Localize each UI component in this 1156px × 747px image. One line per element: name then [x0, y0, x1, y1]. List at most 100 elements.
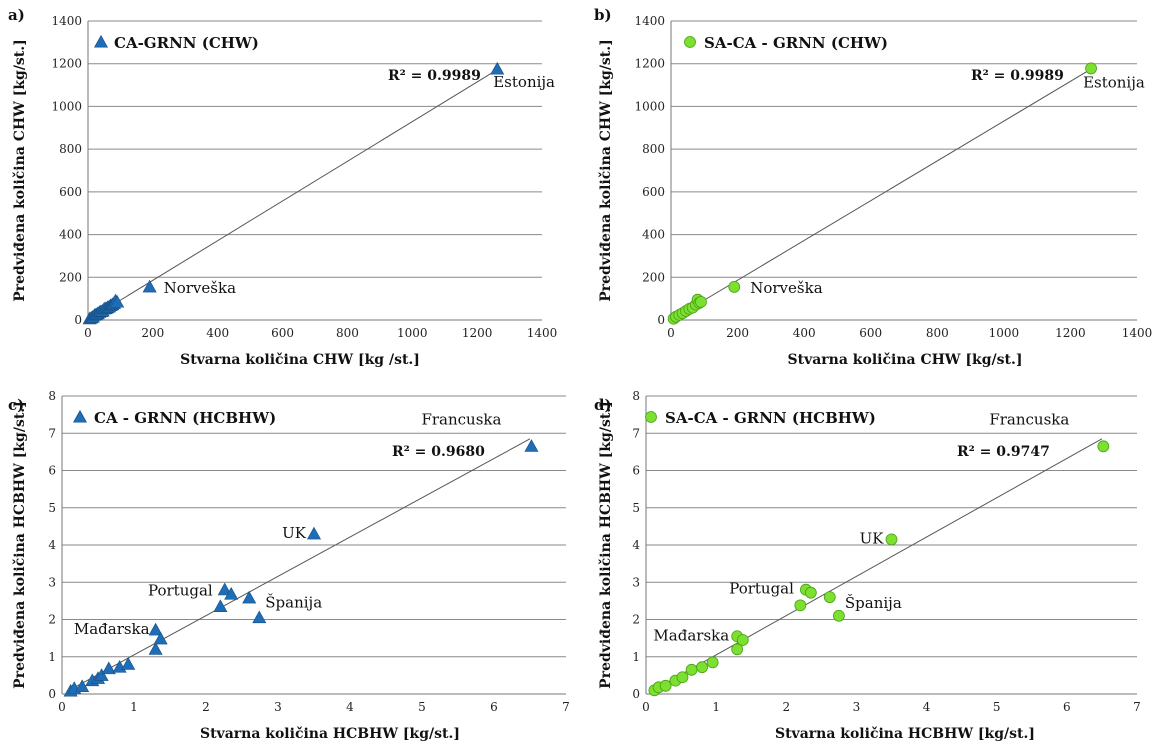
y-tick-label: 1 — [48, 650, 56, 664]
point-annotation: Mađarska — [653, 626, 729, 644]
trendline — [670, 67, 1093, 321]
legend-marker — [645, 411, 657, 423]
y-tick-label: 1200 — [634, 57, 665, 71]
y-tick-label: 600 — [642, 185, 665, 199]
legend-label: SA-CA - GRNN (HCBHW) — [665, 409, 876, 427]
panel-c: 0 1 2 3 4 5 6 7 0 1 2 3 4 5 6 7 8 Stvarna količina HCBHW … — [8, 389, 570, 742]
data-point — [153, 631, 168, 645]
x-tick-label: 7 — [1133, 700, 1141, 714]
data-point — [1097, 440, 1110, 453]
legend-label: CA - GRNN (HCBHW) — [94, 409, 276, 427]
x-tick-label: 400 — [206, 326, 229, 340]
y-tick-label: 2 — [48, 613, 56, 627]
data-point — [1085, 62, 1097, 75]
y-tick-label: 1400 — [51, 14, 82, 28]
data-point — [804, 586, 817, 599]
x-tick-label: 600 — [271, 326, 294, 340]
data-point — [148, 622, 163, 636]
x-axis-title: Stvarna količina CHW [kg/st.] — [788, 352, 1023, 368]
y-tick-label: 600 — [59, 185, 82, 199]
x-tick-label: 1000 — [397, 326, 428, 340]
x-tick-label: 2 — [202, 700, 210, 714]
data-point — [728, 280, 741, 293]
data-point — [148, 642, 163, 655]
point-annotation: UK — [860, 529, 885, 547]
data-point — [695, 295, 707, 308]
x-tick-label: 0 — [58, 700, 66, 714]
x-tick-label: 1000 — [989, 326, 1020, 340]
x-axis-title: Stvarna količina CHW [kg /st.] — [180, 352, 420, 368]
data-point — [676, 671, 689, 684]
x-tick-label: 600 — [859, 326, 882, 340]
data-point — [524, 439, 539, 452]
y-tick-label: 200 — [59, 270, 82, 284]
data-point — [823, 591, 836, 604]
legend-marker — [72, 409, 88, 423]
x-tick-label: 6 — [490, 700, 498, 714]
x-tick-label: 7 — [562, 700, 570, 714]
data-point — [306, 526, 322, 540]
legend-label: SA-CA - GRNN (CHW) — [704, 34, 888, 52]
x-tick-label: 800 — [926, 326, 949, 340]
r-squared-label: R² = 0.9989 — [388, 68, 481, 84]
point-annotation: UK — [282, 524, 307, 542]
data-point — [121, 657, 136, 670]
trendline — [652, 438, 1103, 691]
panel-a: 0 200 400 600 800 1000 1200 1400 0 200 400 600 800 10… — [8, 6, 557, 368]
point-annotation: Francuska — [989, 410, 1069, 428]
legend-marker — [684, 36, 696, 48]
data-point — [217, 582, 232, 596]
y-tick-label: 6 — [632, 464, 640, 478]
x-tick-label: 4 — [346, 700, 354, 714]
x-tick-label: 1 — [712, 700, 720, 714]
y-tick-label: 1400 — [634, 14, 665, 28]
y-tick-label: 8 — [632, 389, 640, 403]
data-point — [142, 279, 157, 293]
y-axis-title: Predviđena količina HCBHW [kg/st.] — [598, 401, 614, 689]
y-tick-label: 7 — [48, 426, 56, 440]
y-tick-label: 1000 — [51, 99, 82, 113]
panel-label: a) — [8, 6, 25, 24]
data-point — [885, 533, 898, 546]
data-point — [252, 610, 267, 624]
legend-marker — [93, 34, 109, 48]
y-tick-label: 800 — [642, 142, 665, 156]
panel-label: d) — [594, 396, 612, 414]
point-annotation: Španija — [845, 594, 902, 612]
y-tick-label: 8 — [48, 389, 56, 403]
x-tick-label: 0 — [84, 326, 92, 340]
data-point — [794, 599, 807, 612]
trendline — [68, 438, 531, 691]
point-annotation: Španija — [265, 594, 322, 612]
x-tick-label: 5 — [993, 700, 1001, 714]
y-tick-label: 1200 — [51, 57, 82, 71]
x-tick-label: 4 — [923, 700, 931, 714]
panel-label: c) — [8, 396, 24, 414]
point-annotation: Estonija — [493, 73, 555, 91]
y-tick-label: 0 — [48, 687, 56, 701]
y-tick-label: 1 — [632, 650, 640, 664]
trendline — [87, 68, 499, 321]
y-tick-label: 800 — [59, 142, 82, 156]
y-tick-label: 6 — [48, 464, 56, 478]
x-tick-label: 1400 — [527, 326, 558, 340]
y-tick-label: 5 — [48, 501, 56, 515]
data-point — [94, 668, 109, 681]
y-tick-label: 4 — [632, 538, 640, 552]
y-tick-label: 0 — [632, 687, 640, 701]
y-axis-title: Predviđena količina HCBHW [kg/st.] — [12, 401, 28, 689]
y-tick-label: 3 — [48, 575, 56, 589]
data-point — [731, 643, 744, 656]
point-annotation: Portugal — [729, 580, 794, 598]
y-tick-label: 0 — [74, 313, 82, 327]
panel-d: 0 1 2 3 4 5 6 7 0 1 2 3 4 5 6 7 8 Stvarna količina HCBHW … — [594, 389, 1141, 742]
x-tick-label: 0 — [667, 326, 675, 340]
r-squared-label: R² = 0.9747 — [957, 444, 1050, 460]
x-tick-label: 2 — [782, 700, 790, 714]
panel-label: b) — [594, 6, 612, 24]
x-tick-label: 800 — [336, 326, 359, 340]
x-tick-label: 200 — [726, 326, 749, 340]
x-tick-label: 1200 — [462, 326, 493, 340]
data-point — [685, 663, 698, 676]
y-tick-label: 1000 — [634, 99, 665, 113]
